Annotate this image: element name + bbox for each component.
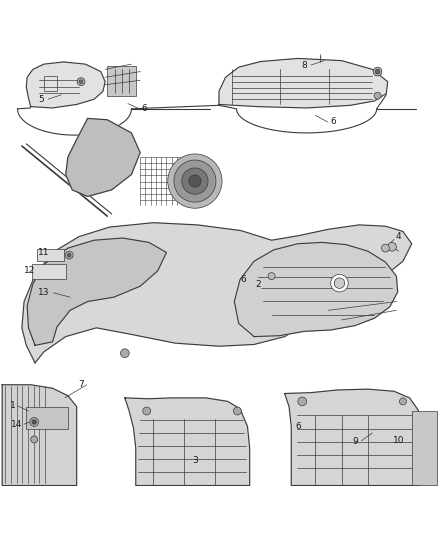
- Circle shape: [79, 80, 83, 84]
- Text: 10: 10: [393, 437, 404, 446]
- Circle shape: [375, 69, 380, 74]
- Text: 5: 5: [39, 95, 45, 104]
- Circle shape: [388, 243, 396, 251]
- Circle shape: [31, 436, 38, 443]
- Circle shape: [32, 420, 36, 424]
- Circle shape: [168, 154, 222, 208]
- Polygon shape: [2, 385, 77, 486]
- Circle shape: [233, 407, 241, 415]
- Polygon shape: [285, 389, 420, 486]
- Text: 1: 1: [10, 401, 16, 410]
- Circle shape: [174, 160, 216, 202]
- Text: 3: 3: [192, 456, 198, 465]
- Polygon shape: [234, 243, 398, 336]
- Text: 6: 6: [295, 422, 301, 431]
- Circle shape: [399, 398, 406, 405]
- Text: 11: 11: [38, 248, 49, 257]
- Circle shape: [381, 244, 389, 252]
- Circle shape: [331, 274, 348, 292]
- Text: 13: 13: [38, 288, 49, 297]
- Circle shape: [65, 251, 73, 259]
- Polygon shape: [22, 223, 412, 363]
- Polygon shape: [26, 62, 105, 108]
- Polygon shape: [107, 66, 136, 96]
- Polygon shape: [32, 264, 66, 279]
- Circle shape: [373, 67, 382, 76]
- Text: 4: 4: [396, 232, 401, 241]
- Circle shape: [143, 407, 151, 415]
- Polygon shape: [412, 411, 437, 484]
- Circle shape: [268, 273, 275, 280]
- Text: 8: 8: [301, 61, 307, 69]
- Circle shape: [30, 418, 39, 426]
- Polygon shape: [219, 59, 388, 108]
- Circle shape: [298, 397, 307, 406]
- Text: 2: 2: [256, 279, 261, 288]
- Text: 6: 6: [141, 104, 148, 114]
- Text: 12: 12: [24, 266, 35, 276]
- Text: 9: 9: [352, 437, 358, 446]
- Polygon shape: [26, 407, 68, 429]
- Text: 6: 6: [330, 117, 336, 126]
- Circle shape: [374, 92, 381, 99]
- Polygon shape: [27, 238, 166, 345]
- Polygon shape: [37, 249, 64, 261]
- Text: 7: 7: [78, 380, 84, 389]
- Circle shape: [120, 349, 129, 358]
- Circle shape: [182, 168, 208, 194]
- Circle shape: [77, 78, 85, 86]
- Polygon shape: [66, 118, 140, 197]
- Text: 14: 14: [11, 419, 22, 429]
- Text: 6: 6: [240, 275, 246, 284]
- Circle shape: [189, 175, 201, 187]
- Circle shape: [334, 278, 345, 288]
- Circle shape: [67, 253, 71, 257]
- Polygon shape: [125, 398, 250, 486]
